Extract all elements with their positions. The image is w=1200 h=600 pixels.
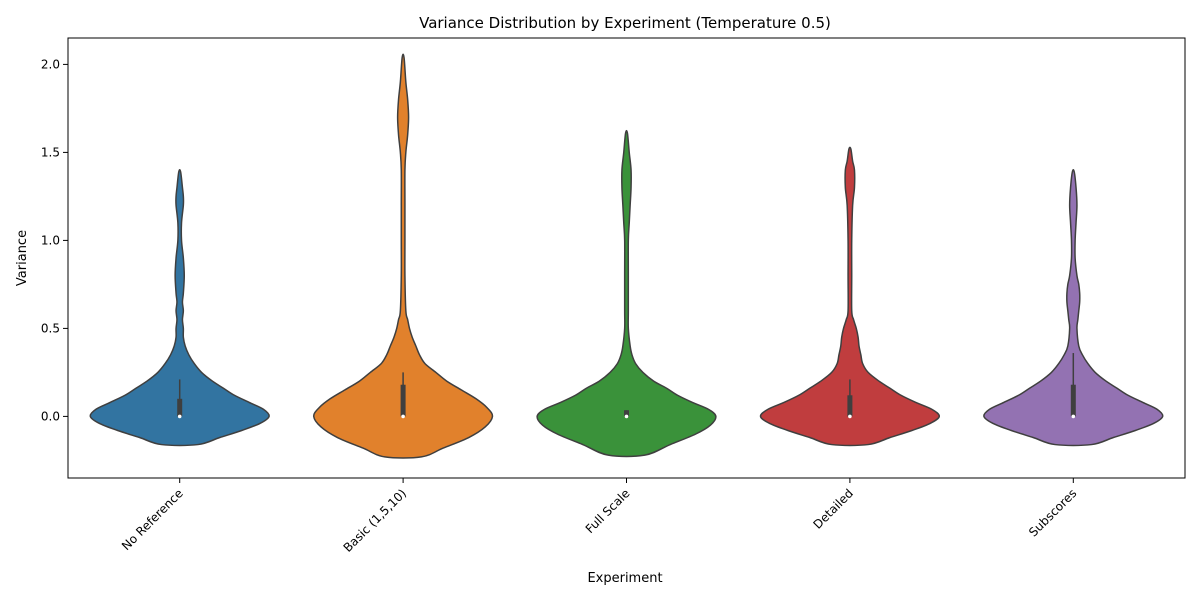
- violin-box: [847, 395, 853, 417]
- x-tick-label: Full Scale: [583, 486, 633, 536]
- x-tick-label: Subscores: [1026, 486, 1079, 539]
- y-tick-label: 1.5: [41, 145, 60, 159]
- y-tick-label: 1.0: [41, 233, 60, 247]
- chart-title: Variance Distribution by Experiment (Tem…: [419, 14, 831, 32]
- violin-0: [89, 169, 270, 447]
- violin-box: [624, 410, 629, 417]
- violin-1: [312, 53, 494, 459]
- violin-box: [177, 398, 183, 417]
- plot-area: [89, 53, 1164, 459]
- violin-2: [536, 129, 717, 458]
- x-axis: No Reference Basic (1,5,10) Full Scale Deta…: [119, 478, 1079, 555]
- violin-box: [400, 384, 406, 417]
- violin-box: [1070, 384, 1076, 417]
- violin-median: [848, 414, 852, 419]
- plot-frame: [67, 37, 1186, 479]
- x-axis-label: Experiment: [587, 571, 662, 586]
- x-tick-label: Detailed: [811, 486, 857, 532]
- y-tick-label: 0.5: [41, 321, 60, 335]
- y-axis-label: Variance: [15, 230, 30, 286]
- x-tick-label: Basic (1,5,10): [341, 486, 410, 555]
- y-axis: 0.0 0.5 1.0 1.5 2.0: [41, 57, 68, 423]
- violin-median: [401, 414, 405, 419]
- violin-median: [177, 414, 182, 419]
- y-tick-label: 2.0: [41, 57, 60, 71]
- x-tick-label: No Reference: [119, 486, 186, 553]
- violin-3: [759, 146, 941, 447]
- violin-4: [983, 169, 1164, 447]
- violin-median: [624, 414, 629, 419]
- violin-median: [1071, 414, 1076, 419]
- y-tick-label: 0.0: [41, 409, 60, 423]
